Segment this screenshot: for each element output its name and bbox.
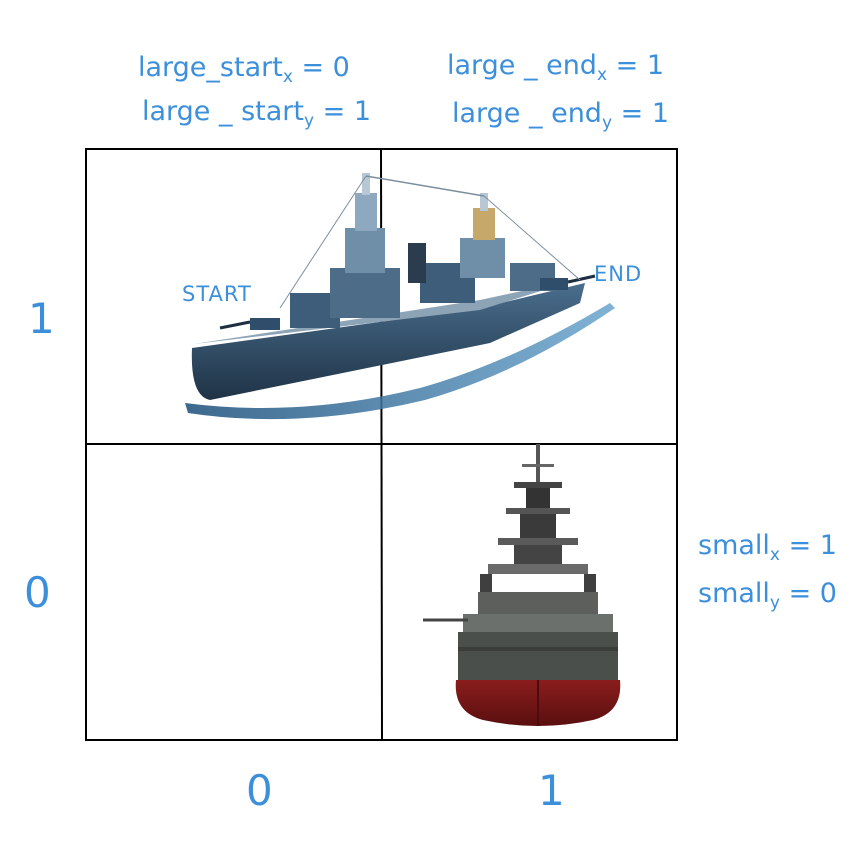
small-x-annotation: smallx = 1 bbox=[698, 530, 837, 565]
small-y-annotation: smally = 0 bbox=[698, 578, 837, 613]
x-tick-0: 0 bbox=[246, 766, 273, 815]
end-label: END bbox=[594, 262, 643, 286]
x-tick-1: 1 bbox=[538, 766, 565, 815]
large-battleship-image bbox=[185, 173, 615, 420]
large-end-y-annotation: large _ endy = 1 bbox=[452, 98, 669, 133]
y-tick-1: 1 bbox=[28, 294, 55, 343]
y-tick-0: 0 bbox=[24, 568, 51, 617]
large-start-y-annotation: large _ starty = 1 bbox=[142, 96, 372, 131]
large-end-x-annotation: large _ endx = 1 bbox=[447, 50, 664, 85]
large-start-x-annotation: large_startx = 0 bbox=[138, 52, 350, 87]
small-battleship-image bbox=[423, 444, 621, 726]
start-label: START bbox=[182, 282, 252, 306]
